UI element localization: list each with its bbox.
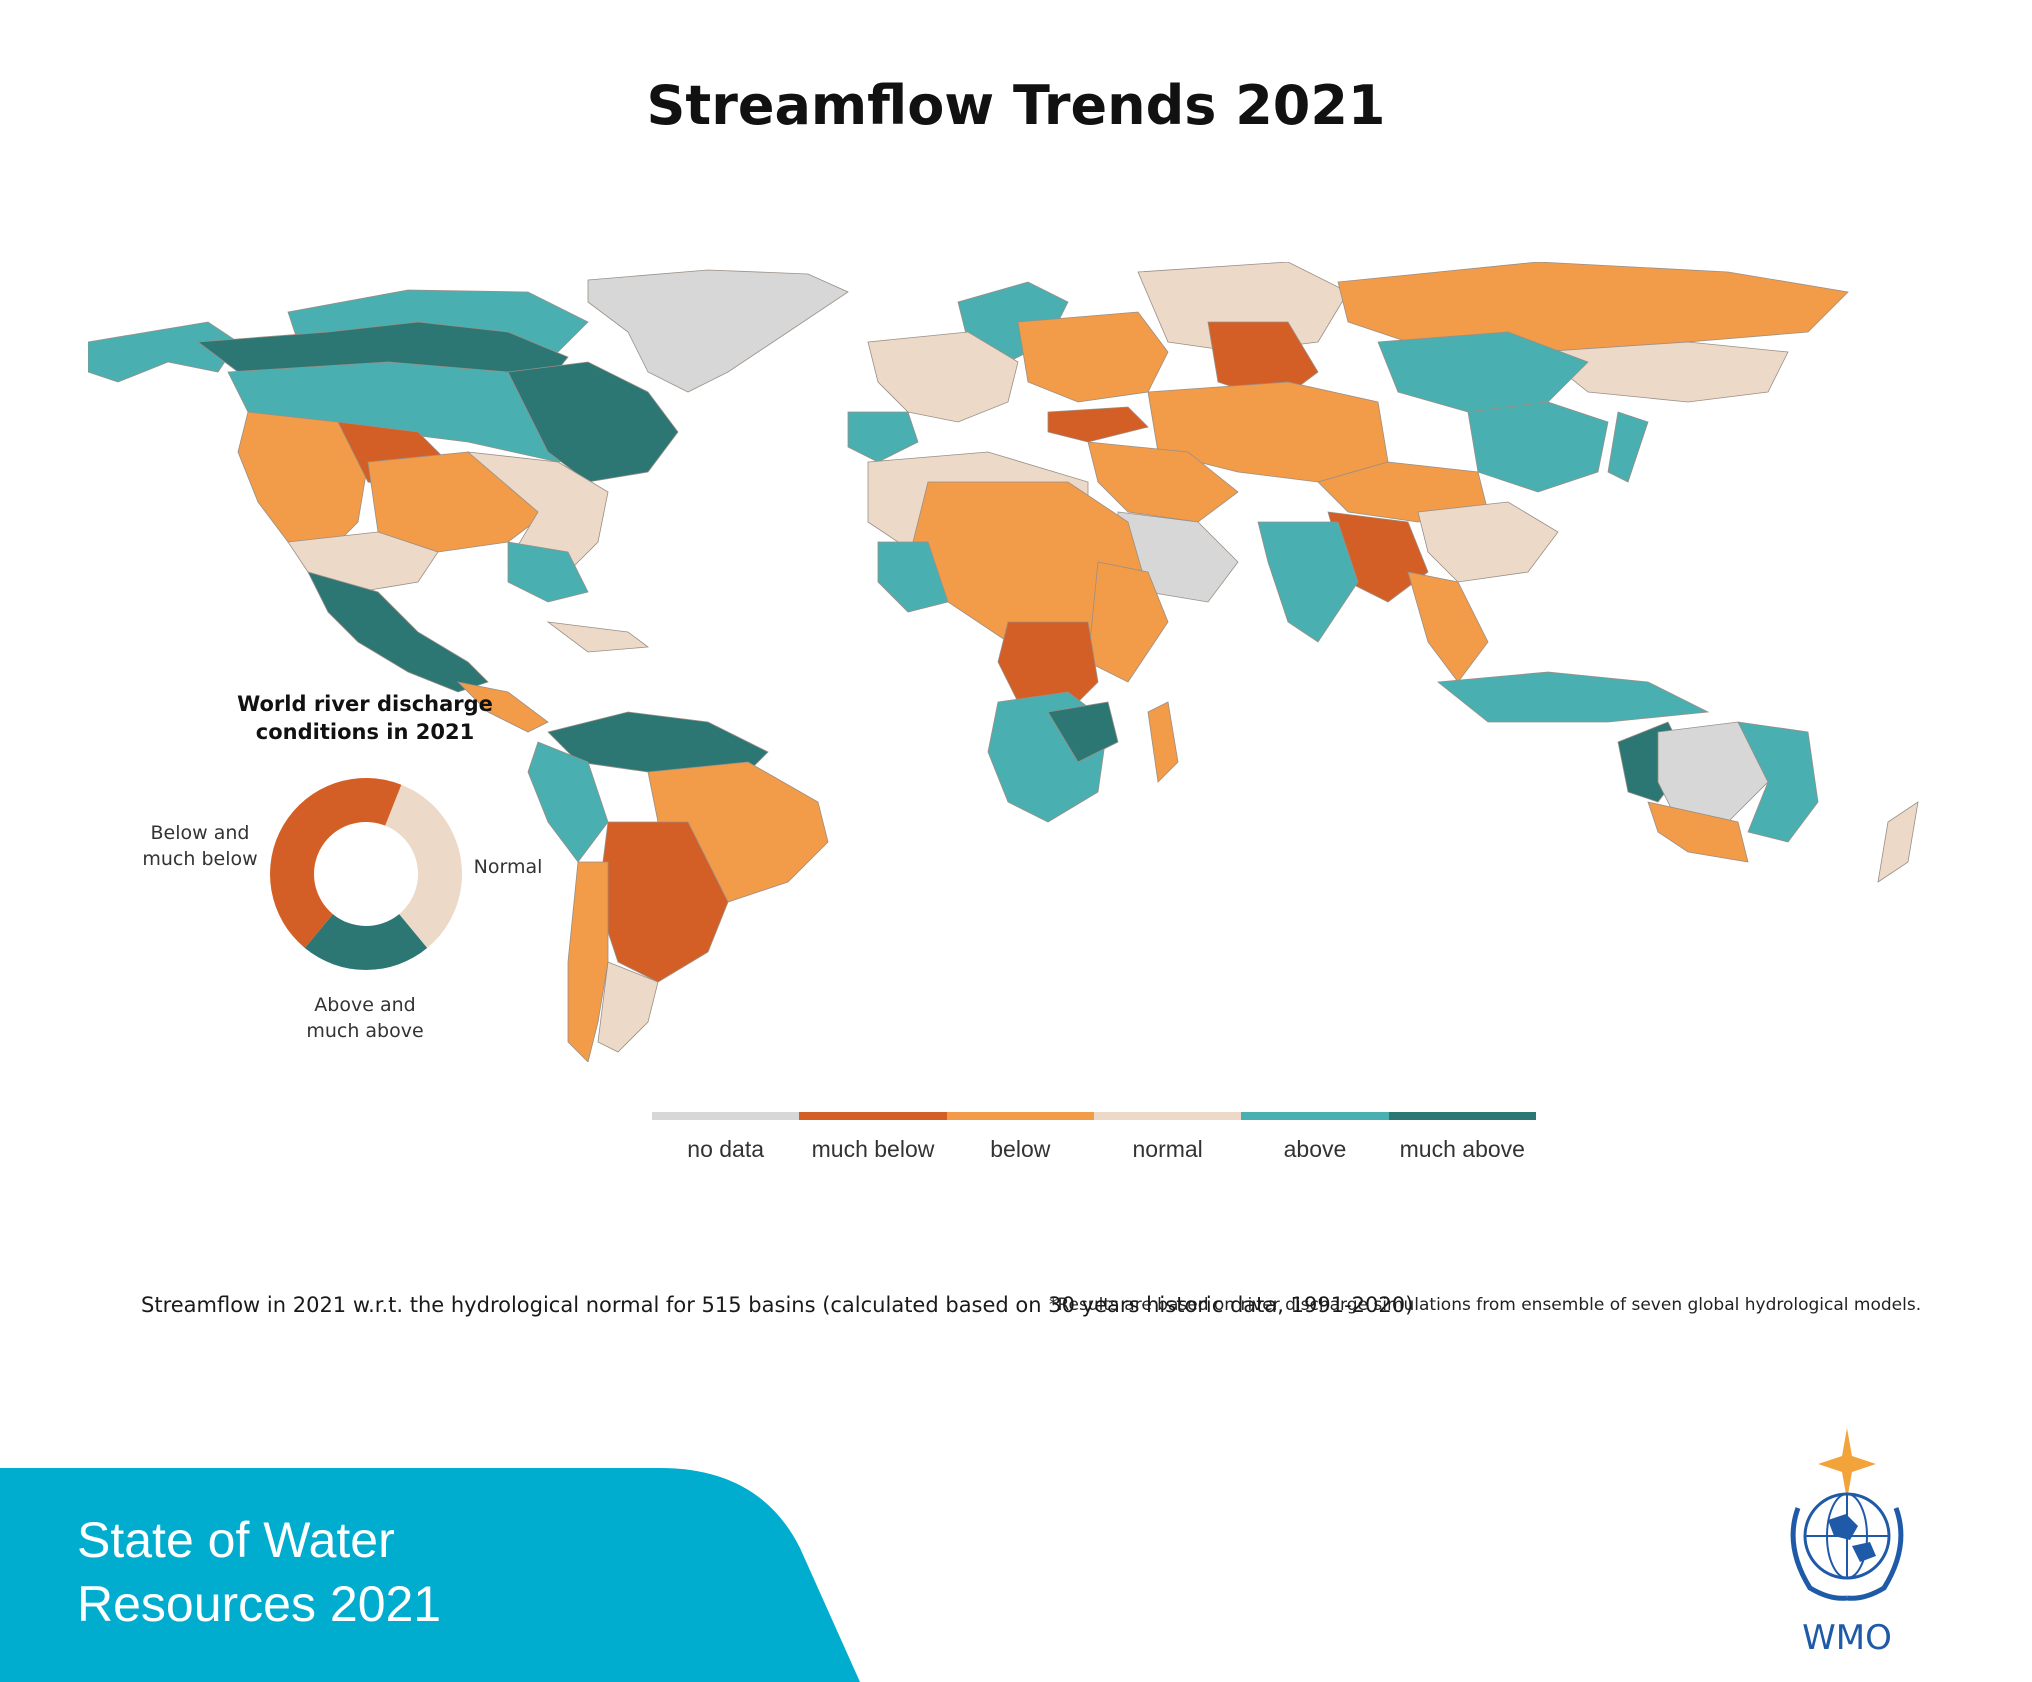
donut-title-line2: conditions in 2021: [255, 720, 475, 744]
map-region-turkey: [1047, 406, 1149, 443]
legend-label-much-below: much below: [811, 1136, 935, 1162]
legend-swatch-no-data: [652, 1112, 800, 1120]
report-title-line1: State of Water: [77, 1512, 395, 1568]
donut-segment-above-and-much-above: [304, 914, 428, 970]
logo-wreath-left-icon: [1790, 1507, 1848, 1601]
map-region-siberia: [1337, 262, 1849, 353]
map-region-madagascar: [1147, 701, 1179, 783]
map-region-japan: [1607, 411, 1649, 483]
page-title: Streamflow Trends 2021: [646, 74, 1386, 137]
donut-segment-normal: [385, 784, 462, 948]
map-region-mexico: [307, 571, 489, 693]
map-region-iberia: [847, 411, 919, 463]
map-region-se-asia: [1407, 571, 1489, 683]
banner-shape: [0, 1468, 860, 1682]
donut-title: World river discharge conditions in 2021: [195, 690, 535, 746]
map-region-australia-east: [1737, 721, 1819, 843]
legend-label-no-data: no data: [687, 1136, 765, 1162]
map-region-quebec: [507, 361, 679, 483]
map-legend: no data much below below normal above mu…: [652, 1112, 1536, 1163]
legend-label-much-above: much above: [1399, 1136, 1525, 1162]
donut-label-normal: Normal: [473, 856, 543, 878]
wmo-logo-text: WMO: [1802, 1618, 1892, 1658]
map-region-europe-west: [867, 331, 1019, 423]
map-region-australia-south: [1647, 801, 1749, 863]
donut-label-above: Above and much above: [295, 992, 435, 1044]
legend-swatch-normal: [1093, 1112, 1242, 1120]
report-banner: [0, 1468, 860, 1682]
donut-chart: [270, 778, 462, 970]
map-region-indonesia: [1436, 671, 1710, 723]
map-region-siberia-east: [1536, 341, 1789, 403]
donut-label-above-line2: much above: [306, 1020, 424, 1042]
map-region-central-america: [456, 681, 549, 733]
report-title: State of Water Resources 2021: [77, 1508, 441, 1636]
map-region-sa-west: [567, 861, 609, 1062]
map-region-greenland: [587, 269, 849, 393]
donut-title-line1: World river discharge: [237, 692, 493, 716]
legend-label-below: below: [990, 1136, 1051, 1162]
map-region-us-southeast: [507, 541, 589, 603]
map-region-alaska: [88, 321, 239, 383]
map-region-us-east: [466, 451, 609, 583]
wmo-logo: [1790, 1428, 1904, 1601]
legend-color-bars: [652, 1112, 1536, 1120]
legend-swatch-much-below: [799, 1112, 947, 1120]
map-region-new-zealand: [1877, 801, 1919, 883]
legend-swatch-below: [946, 1112, 1094, 1120]
map-region-europe-east: [1017, 311, 1169, 403]
donut-label-above-line1: Above and: [314, 994, 416, 1016]
donut-label-below-line1: Below and: [150, 822, 250, 844]
donut-label-below-line2: much below: [142, 848, 258, 870]
map-region-russia-west: [1137, 262, 1349, 353]
map-region-zambezi: [1047, 701, 1119, 763]
legend-label-above: above: [1283, 1136, 1347, 1162]
legend-label-normal: normal: [1132, 1136, 1203, 1162]
donut-segment-below-and-much-below: [270, 778, 402, 948]
map-region-west-africa: [877, 541, 949, 613]
map-region-caribbean: [546, 621, 650, 653]
legend-swatch-above: [1241, 1112, 1389, 1120]
world-streamflow-map: *Results are based on river discharge si…: [88, 262, 1946, 1315]
map-region-china-north: [1467, 401, 1609, 493]
figure-caption: Streamflow in 2021 w.r.t. the hydrologic…: [141, 1293, 1414, 1317]
legend-swatch-much-above: [1388, 1112, 1536, 1120]
logo-star-icon: [1818, 1428, 1876, 1500]
donut-label-below: Below and much below: [130, 820, 270, 872]
wmo-emblem-icon: [1790, 1428, 1904, 1601]
map-region-china-south: [1417, 501, 1559, 583]
map-region-india: [1257, 521, 1359, 643]
map-region-sa-south: [597, 961, 659, 1053]
map-footnote: *Results are based on river discharge si…: [1049, 1295, 1922, 1315]
logo-wreath-right-icon: [1846, 1507, 1904, 1601]
report-title-line2: Resources 2021: [77, 1576, 442, 1632]
